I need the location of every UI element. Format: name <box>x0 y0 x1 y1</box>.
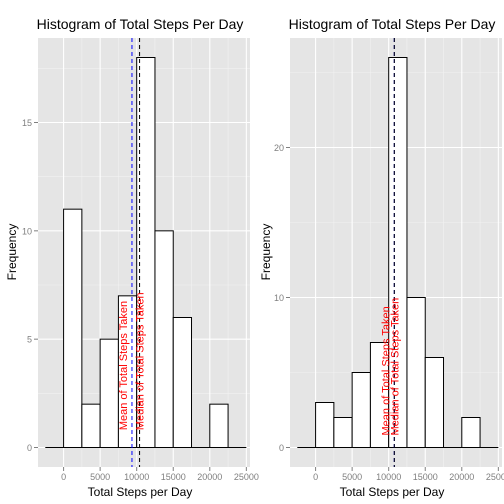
histogram-bar <box>81 403 101 448</box>
y-tick-label: 0 <box>279 443 284 453</box>
x-axis-label-left: Total Steps per Day <box>88 485 193 499</box>
histogram-bar <box>63 208 83 448</box>
x-tick-label: 15000 <box>161 472 186 482</box>
y-axis-label-left: Frequency <box>5 224 19 281</box>
histogram-panel-right: Histogram of Total Steps Per Day Mean of… <box>259 16 504 499</box>
histogram-bar <box>209 403 229 448</box>
x-tick-label: 25000 <box>486 472 504 482</box>
bars-right <box>297 57 499 448</box>
x-tick-label: 5000 <box>342 472 362 482</box>
histogram-bar <box>406 297 426 448</box>
y-axis-label-right: Frequency <box>259 224 273 281</box>
x-tick-label: 20000 <box>449 472 474 482</box>
histogram-panel-left: Histogram of Total Steps Per Day Mean of… <box>5 16 259 499</box>
x-axis-ticks-left: 0 5000 10000 15000 20000 25000 <box>61 467 259 482</box>
bars-left <box>45 57 247 449</box>
histogram-bar <box>424 357 445 448</box>
y-tick-label: 10 <box>274 293 284 303</box>
x-tick-label: 20000 <box>197 472 222 482</box>
reference-lines-left <box>131 38 141 467</box>
y-tick-label: 5 <box>27 335 32 345</box>
histogram-bar <box>333 417 353 448</box>
histogram-bar <box>315 402 335 448</box>
y-tick-label: 15 <box>22 118 32 128</box>
histogram-bar <box>351 372 371 448</box>
histogram-bar <box>99 338 119 448</box>
chart-title-left: Histogram of Total Steps Per Day <box>37 16 244 32</box>
median-annotation: Median of Total Steps Taken <box>135 292 147 430</box>
x-axis-ticks-right: 0 5000 10000 15000 20000 25000 <box>313 467 504 482</box>
x-tick-label: 5000 <box>90 472 110 482</box>
histogram-bar <box>461 417 481 448</box>
x-tick-label: 0 <box>61 472 66 482</box>
histogram-bar <box>172 317 193 448</box>
x-axis-label-right: Total Steps per Day <box>340 485 445 499</box>
y-tick-label: 10 <box>22 226 32 236</box>
x-tick-label: 10000 <box>124 472 149 482</box>
mean-annotation: Mean of Total Steps Taken <box>118 301 130 430</box>
x-tick-label: 0 <box>313 472 318 482</box>
y-axis-ticks-right: 0 10 20 <box>274 143 290 453</box>
annotations-left: Mean of Total Steps Taken Median of Total… <box>118 292 147 430</box>
mean-annotation: Mean of Total Steps Taken <box>380 306 392 435</box>
median-annotation: Median of Total Steps Taken <box>389 298 401 436</box>
x-tick-label: 15000 <box>413 472 438 482</box>
x-tick-label: 10000 <box>376 472 401 482</box>
y-axis-ticks-left: 0 5 10 15 <box>22 118 38 453</box>
chart-title-right: Histogram of Total Steps Per Day <box>289 16 496 32</box>
x-tick-label: 25000 <box>234 472 259 482</box>
y-tick-label: 0 <box>27 443 32 453</box>
histogram-bar <box>154 230 174 448</box>
y-tick-label: 20 <box>274 143 284 153</box>
